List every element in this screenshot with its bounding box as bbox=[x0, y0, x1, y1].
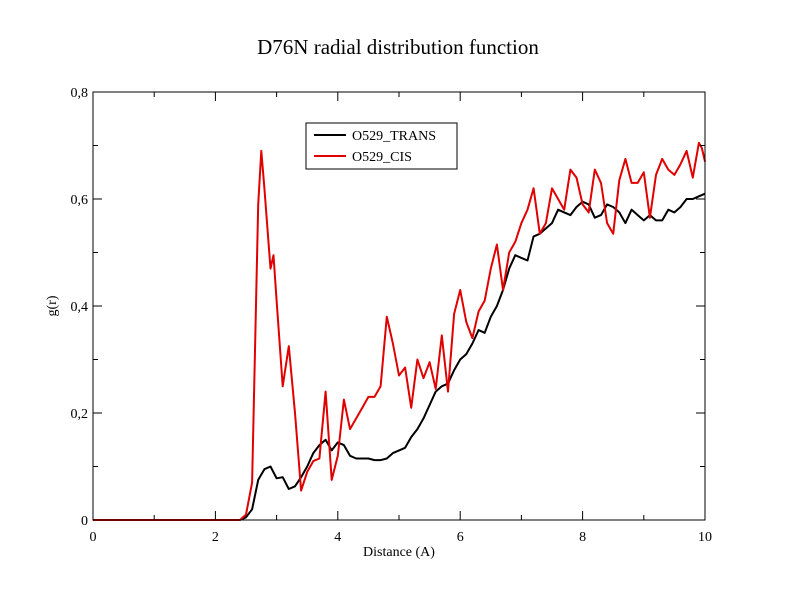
x-axis-label: Distance (A) bbox=[363, 545, 435, 560]
series-line-o529-trans bbox=[93, 192, 706, 521]
x-tick-label: 10 bbox=[698, 530, 712, 545]
y-axis-label: g(r) bbox=[45, 295, 60, 316]
x-tick-label: 4 bbox=[334, 530, 341, 545]
chart-title: D76N radial distribution function bbox=[257, 35, 539, 59]
axes: 0 2 4 6 8 10 0 0,2 0,4 0,6 0,8 bbox=[71, 86, 713, 545]
series-line-o529-cis bbox=[93, 141, 706, 521]
x-tick-label: 6 bbox=[457, 530, 464, 545]
legend: O529_TRANS O529_CIS bbox=[305, 122, 458, 170]
legend-label: O529_TRANS bbox=[352, 129, 436, 144]
y-tick-label: 0,6 bbox=[71, 193, 89, 208]
legend-box bbox=[305, 122, 458, 170]
y-tick-label: 0,4 bbox=[71, 300, 89, 315]
x-tick-label: 0 bbox=[90, 530, 97, 545]
x-tick-label: 8 bbox=[579, 530, 586, 545]
x-tick-label: 2 bbox=[212, 530, 219, 545]
y-tick-label: 0 bbox=[81, 514, 88, 529]
legend-label: O529_CIS bbox=[352, 150, 412, 165]
y-tick-label: 0,2 bbox=[71, 407, 89, 422]
y-tick-label: 0,8 bbox=[71, 86, 89, 101]
plot-content bbox=[93, 141, 706, 521]
